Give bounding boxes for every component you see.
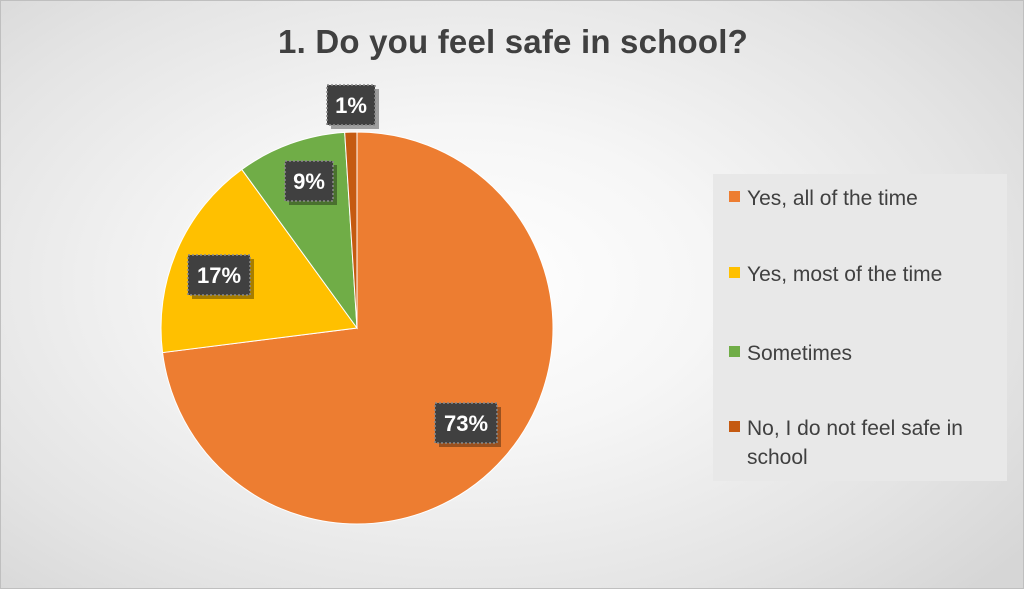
slice-yes-most xyxy=(160,168,358,354)
data-label-no-text: 1% xyxy=(335,93,367,118)
legend-item-yes-most: Yes, most of the time xyxy=(729,260,1002,289)
data-label-sometimes-text: 9% xyxy=(293,169,325,194)
legend-swatch-no xyxy=(729,421,740,432)
slice-no xyxy=(344,131,358,329)
data-label-yes-all-box xyxy=(434,402,498,444)
legend-item-sometimes: Sometimes xyxy=(729,339,1002,368)
legend-swatch-sometimes xyxy=(729,346,740,357)
data-label-yes-all: 73% xyxy=(434,402,501,447)
data-label-yes-most-box xyxy=(187,254,251,296)
data-label-yes-most: 17% xyxy=(187,254,254,299)
legend-label-sometimes: Sometimes xyxy=(747,342,853,365)
legend-swatch-yes-most xyxy=(729,267,740,278)
legend-label-yes-all: Yes, all of the time xyxy=(747,187,918,210)
data-label-yes-all-text: 73% xyxy=(444,411,488,436)
legend-swatch-yes-all xyxy=(729,191,740,202)
legend-label-yes-most: Yes, most of the time xyxy=(747,263,943,286)
data-labels: 73% 17% 9% 1% xyxy=(187,84,501,447)
data-label-no: 1% xyxy=(326,84,379,129)
data-label-sometimes: 9% xyxy=(284,160,337,205)
data-label-no-box xyxy=(326,84,376,126)
legend-item-no: No, I do not feel safe in school xyxy=(729,414,1002,472)
legend-item-yes-all: Yes, all of the time xyxy=(729,184,1002,213)
chart-title: 1. Do you feel safe in school? xyxy=(278,23,748,60)
data-label-sometimes-box xyxy=(284,160,334,202)
pie-slices xyxy=(160,131,554,525)
legend: Yes, all of the time Yes, most of the ti… xyxy=(713,174,1007,481)
legend-label-no: No, I do not feel safe in school xyxy=(747,417,963,469)
data-label-yes-most-text: 17% xyxy=(197,263,241,288)
